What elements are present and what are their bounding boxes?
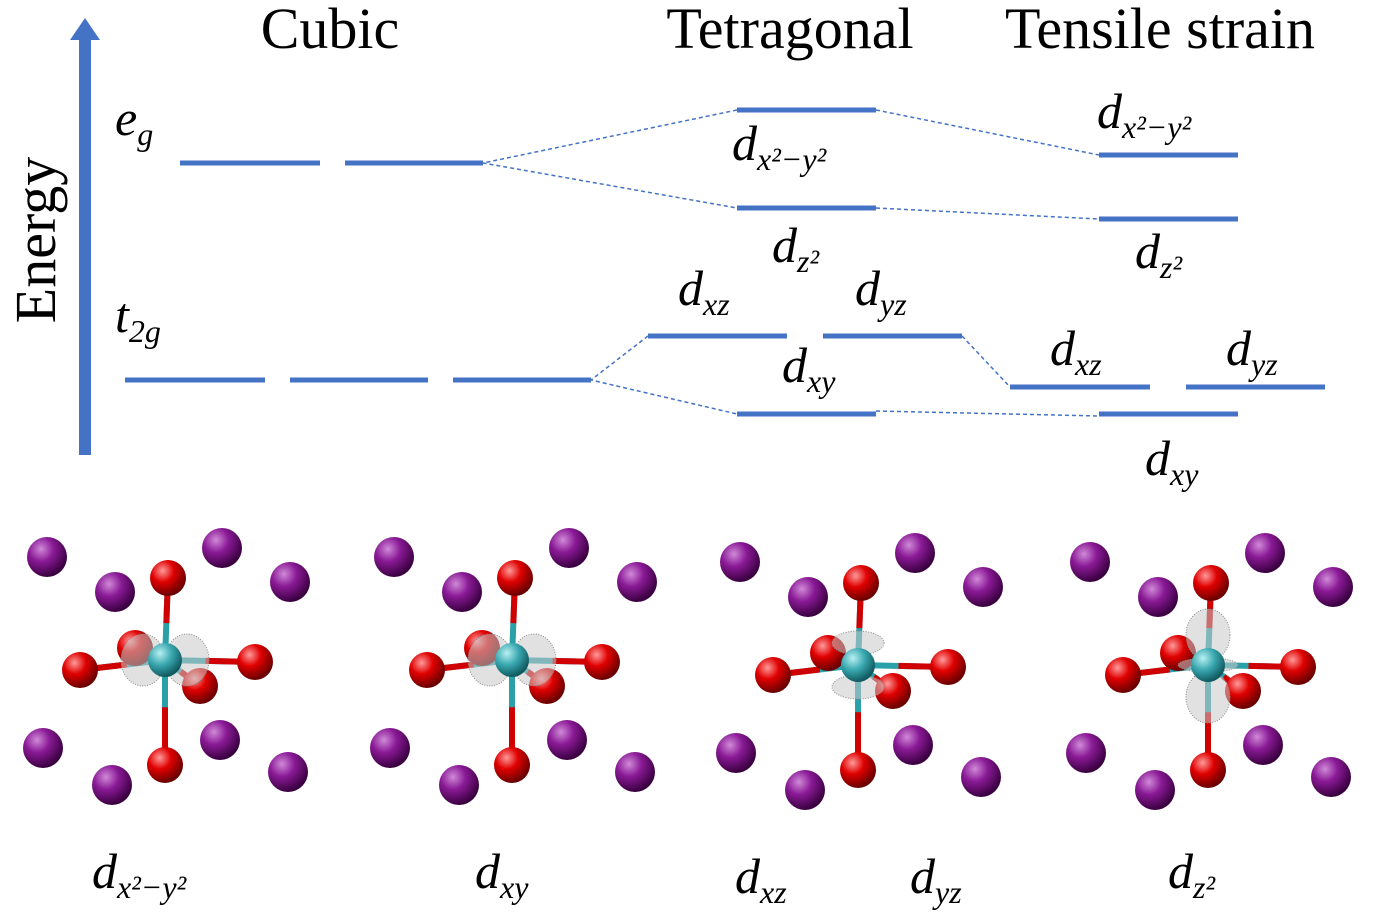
oxygen-atom (1193, 565, 1229, 601)
figure: Energy Cubic Tetragonal Tensile strain e… (0, 0, 1375, 913)
cation-atom (1311, 757, 1351, 797)
oxygen-atom (843, 565, 879, 601)
orbital-label: dx²−y² (92, 843, 188, 905)
metal-atom (1191, 648, 1225, 682)
cation-atom (370, 728, 410, 768)
connector (876, 110, 1099, 155)
level-label: dyz (1226, 320, 1278, 382)
cation-atom (716, 733, 756, 773)
cation-atom (1070, 542, 1110, 582)
cation-atom (547, 720, 587, 760)
cation-atom (92, 765, 132, 805)
cation-atom (720, 542, 760, 582)
level-label: dz² (1135, 223, 1183, 285)
cation-atom (615, 752, 655, 792)
cation-atom (374, 537, 414, 577)
orbital-label: dxy (475, 843, 529, 905)
orbital-label: dxz (735, 848, 787, 910)
level-label: dxy (1145, 430, 1199, 492)
level-label: dxz (678, 260, 730, 322)
oxygen-atom (755, 657, 791, 693)
structures (23, 528, 1353, 810)
cation-atom (1138, 577, 1178, 617)
axis-label: Energy (3, 157, 68, 323)
cation-atom (270, 562, 310, 602)
oxygen-atom (494, 747, 530, 783)
oxygen-atom (1190, 752, 1226, 788)
cation-atom (23, 728, 63, 768)
oxygen-atom (497, 560, 533, 596)
level-label: dyz (855, 260, 907, 322)
oxygen-atom (1105, 657, 1141, 693)
axis-arrowhead (70, 18, 100, 40)
cation-atom (895, 533, 935, 573)
cation-atom (202, 528, 242, 568)
cation-atom (788, 577, 828, 617)
column-title: Cubic (261, 0, 400, 61)
orbital-label: dyz (910, 848, 962, 910)
level-label: dxy (782, 337, 836, 399)
column-title: Tensile strain (1005, 0, 1315, 61)
connector (962, 336, 1010, 387)
oxygen-atom (840, 752, 876, 788)
oxygen-atom (1280, 649, 1316, 685)
cation-atom (1243, 725, 1283, 765)
group-label: eg (115, 90, 153, 152)
cation-atom (785, 770, 825, 810)
cation-atom (95, 572, 135, 612)
oxygen-atom (584, 644, 620, 680)
cation-atom (549, 528, 589, 568)
column-title: Tetragonal (666, 0, 913, 61)
connector (591, 336, 737, 414)
level-label: dz² (772, 217, 820, 279)
metal-atom (841, 648, 875, 682)
connector (876, 411, 1099, 416)
cation-atom (963, 567, 1003, 607)
oxygen-atom (930, 649, 966, 685)
cation-atom (268, 752, 308, 792)
oxygen-atom (1225, 673, 1261, 709)
orbital-label: dz² (1168, 843, 1216, 905)
oxygen-atom (409, 652, 445, 688)
cation-atom (1313, 567, 1353, 607)
oxygen-atom (150, 560, 186, 596)
cation-atom (961, 757, 1001, 797)
metal-atom (148, 643, 182, 677)
cation-atom (893, 725, 933, 765)
cation-atom (617, 562, 657, 602)
level-label: dx²−y² (1097, 83, 1193, 145)
cation-atom (200, 720, 240, 760)
connector (483, 110, 737, 208)
oxygen-atom (147, 747, 183, 783)
cation-atom (439, 765, 479, 805)
level-label: dxz (1050, 320, 1102, 382)
cation-atom (1066, 733, 1106, 773)
cation-atom (1135, 770, 1175, 810)
oxygen-atom (237, 644, 273, 680)
metal-atom (495, 643, 529, 677)
oxygen-atom (62, 652, 98, 688)
connector (876, 208, 1099, 219)
cation-atom (442, 572, 482, 612)
level-label: dx²−y² (732, 115, 828, 177)
cation-atom (1245, 533, 1285, 573)
group-label: t2g (115, 287, 161, 349)
cation-atom (27, 537, 67, 577)
